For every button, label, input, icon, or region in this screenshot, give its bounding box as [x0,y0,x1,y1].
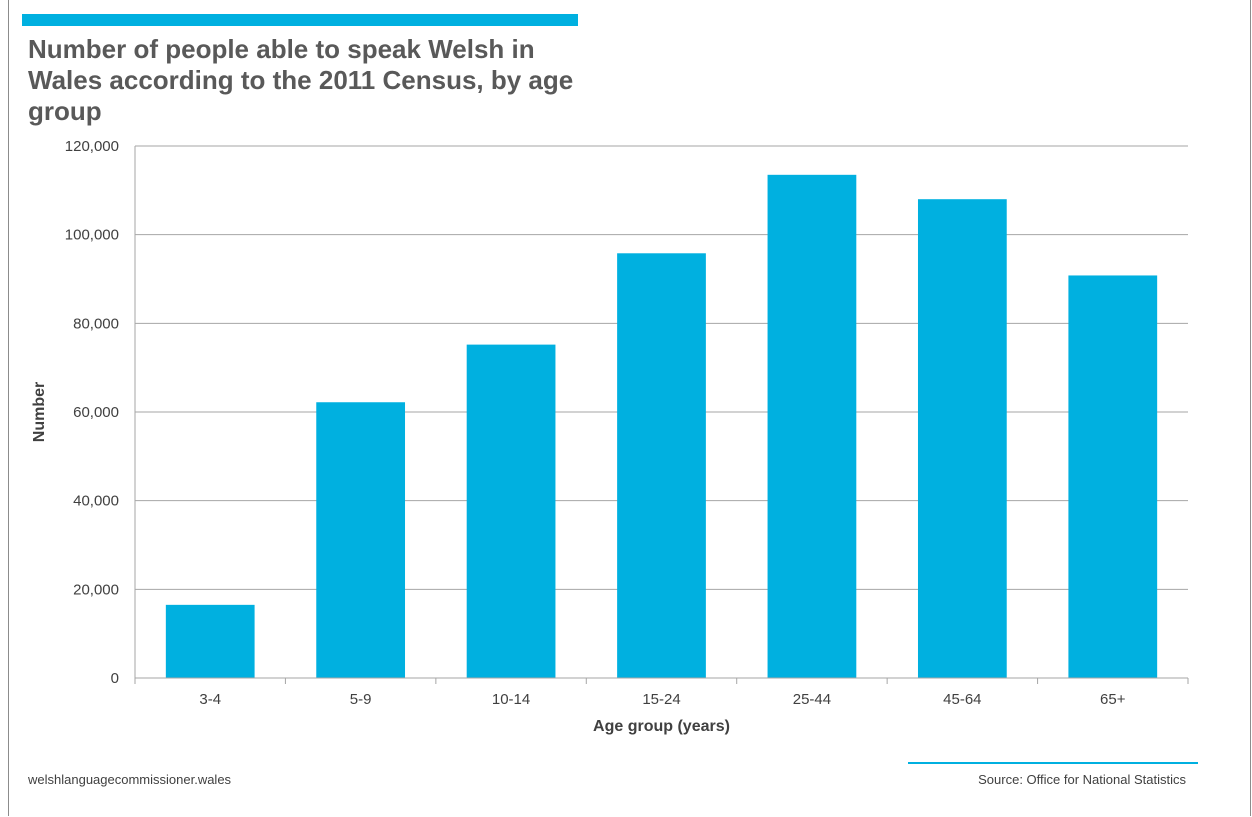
chart-title: Number of people able to speak Welsh in … [28,34,574,126]
axes [134,146,1189,684]
y-tick-label: 80,000 [73,315,119,332]
footer-website: welshlanguagecommissioner.wales [28,772,232,787]
x-tick-label: 15-24 [642,691,680,708]
x-tick-label: 45-64 [943,691,981,708]
y-tick-label: 20,000 [73,581,119,598]
bar-3-4 [165,604,255,678]
footer-source: Source: Office for National Statistics [978,772,1186,787]
bar-65+ [1068,275,1158,678]
y-tick-label: 40,000 [73,493,119,510]
y-tick-label: 60,000 [73,404,119,421]
y-axis-title: Number [31,382,48,442]
bar-45-64 [917,199,1007,678]
x-tick-label: 25-44 [793,691,831,708]
x-tick-label: 10-14 [492,691,530,708]
x-axis-title: Age group (years) [593,718,730,735]
title-accent-bar [22,14,578,26]
y-tick-label: 120,000 [65,138,119,155]
x-tick-label: 5-9 [350,691,372,708]
bar-5-9 [316,402,406,678]
x-tick-label: 3-4 [199,691,221,708]
y-tick-label: 0 [111,670,119,687]
source-divider [908,762,1198,764]
y-tick-label: 100,000 [65,227,119,244]
bars [165,174,1158,679]
bar-15-24 [617,253,706,678]
chart-frame [8,0,1251,816]
bar-10-14 [466,344,556,678]
axis-labels: 0 20,000 40,000 60,000 80,000 100,000 120,000 3… [31,138,1126,735]
bar-25-44 [767,174,857,679]
x-tick-label: 65+ [1100,691,1126,708]
